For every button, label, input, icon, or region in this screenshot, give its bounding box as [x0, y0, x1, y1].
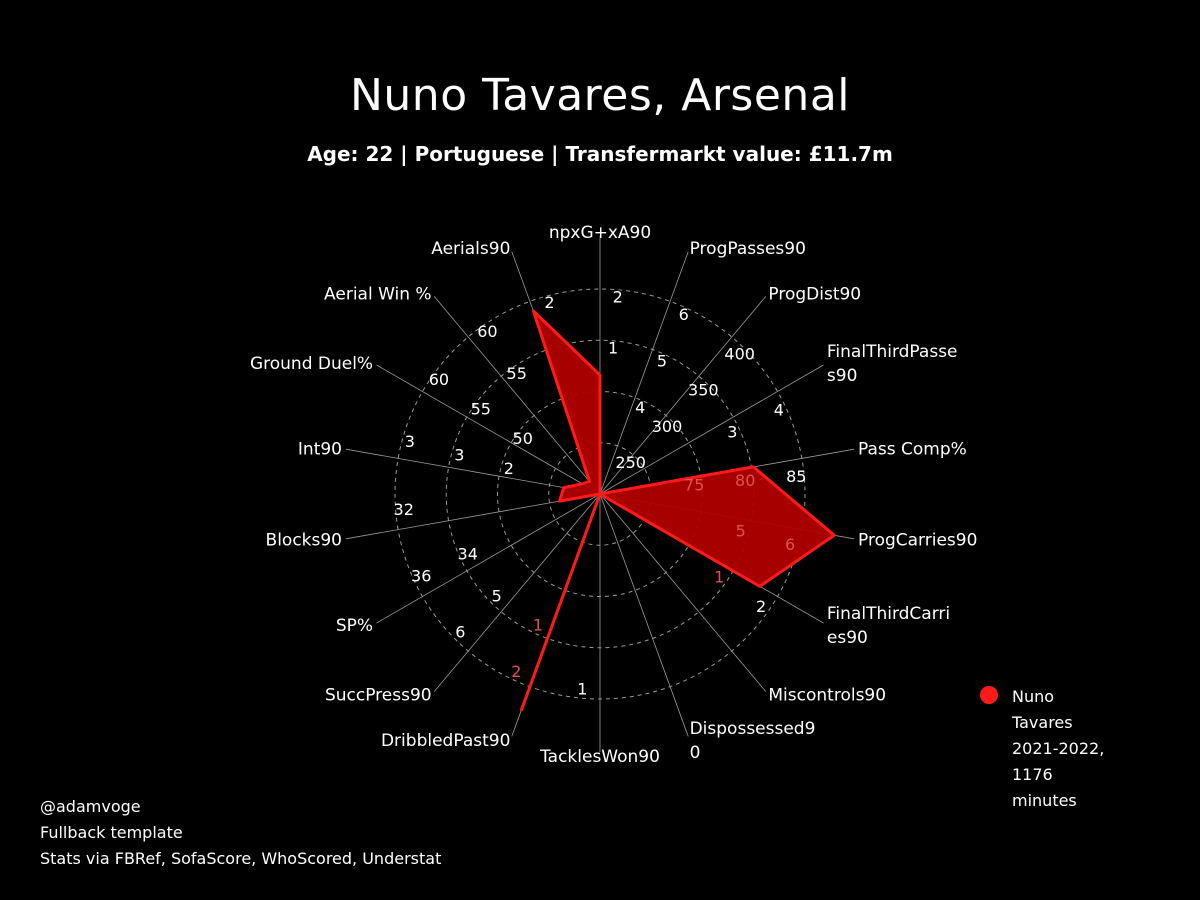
axis-label: ProgDist90	[768, 284, 861, 304]
tick-label: 2	[511, 662, 521, 681]
footer-sources: Stats via FBRef, SofaScore, WhoScored, U…	[40, 849, 442, 868]
tick-label: 1	[533, 615, 543, 634]
footer-template: Fullback template	[40, 823, 183, 842]
tick-label: 4	[774, 401, 784, 420]
footer: @adamvoge Fullback template Stats via FB…	[40, 794, 441, 872]
tick-label: 50	[513, 429, 533, 448]
spoke-3	[599, 296, 767, 495]
axis-label: FinalThirdCarri es90	[827, 604, 950, 648]
spoke-4	[599, 364, 824, 495]
axis-label: npxG+xA90	[549, 223, 651, 243]
spoke-2	[599, 251, 689, 495]
tick-label: 60	[429, 370, 449, 389]
tick-label: 350	[688, 381, 719, 400]
radar-spokes	[345, 236, 855, 752]
axis-label: Aerials90	[431, 239, 510, 259]
axis-label: FinalThirdPasse s90	[827, 342, 958, 386]
radar-series	[520, 309, 836, 712]
spoke-9	[599, 493, 689, 737]
spoke-16	[376, 364, 601, 495]
tick-label: 3	[405, 432, 415, 451]
tick-label: 6	[455, 622, 465, 641]
tick-label: 6	[785, 535, 795, 554]
axis-label: ProgCarries90	[858, 531, 977, 551]
tick-label: 5	[657, 352, 667, 371]
series-polygon	[520, 309, 836, 712]
tick-label: 2	[544, 293, 554, 312]
axis-label: Miscontrols90	[768, 686, 886, 706]
axis-label: ProgPasses90	[690, 239, 806, 259]
tick-label: 36	[411, 566, 431, 585]
tick-label: 2	[756, 597, 766, 616]
axis-label: SuccPress90	[325, 686, 432, 706]
tick-label: 75	[684, 476, 704, 495]
axis-label: DribbledPast90	[381, 731, 510, 751]
tick-label: 5	[736, 522, 746, 541]
axis-label: Int90	[298, 440, 342, 460]
chart-title: Nuno Tavares, Arsenal	[350, 70, 850, 121]
footer-handle: @adamvoge	[40, 797, 141, 816]
chart-subtitle: Age: 22 | Portuguese | Transfermarkt val…	[307, 142, 893, 166]
radar-axis-labels: npxG+xA90 ProgPasses90 ProgDist90 FinalThir…	[250, 223, 977, 767]
tick-label: 55	[507, 364, 527, 383]
tick-label: 400	[724, 345, 755, 364]
legend-label: Nuno Tavares 2021-2022, 1176 minutes	[1012, 687, 1105, 810]
spoke-17	[433, 296, 601, 495]
axis-label: Pass Comp%	[858, 440, 967, 460]
spoke-13	[376, 493, 601, 624]
tick-label: 4	[635, 398, 645, 417]
legend-marker	[980, 686, 998, 704]
tick-label: 32	[394, 500, 414, 519]
tick-label: 5	[492, 586, 502, 605]
axis-label: Dispossessed9 0	[690, 719, 816, 763]
axis-label: SP%	[336, 616, 373, 636]
spoke-8	[599, 493, 767, 692]
spoke-14	[345, 493, 601, 540]
tick-label: 85	[786, 467, 806, 486]
tick-label: 34	[458, 545, 478, 564]
tick-label: 55	[471, 400, 491, 419]
spoke-12	[433, 493, 601, 692]
tick-label: 1	[608, 338, 618, 357]
axis-label: Ground Duel%	[250, 354, 373, 374]
tick-label: 250	[615, 453, 646, 472]
tick-label: 80	[735, 471, 755, 490]
tick-label: 3	[454, 445, 464, 464]
spoke-15	[345, 448, 601, 495]
tick-label: 6	[679, 305, 689, 324]
tick-label: 60	[477, 322, 497, 341]
tick-label: 2	[613, 287, 623, 306]
tick-label: 1	[714, 567, 724, 586]
tick-label: 2	[504, 459, 514, 478]
axis-label: TacklesWon90	[539, 747, 660, 767]
tick-label: 1	[577, 680, 587, 699]
tick-label: 300	[652, 417, 683, 436]
axis-label: Aerial Win %	[324, 284, 432, 304]
tick-label: 3	[727, 422, 737, 441]
axis-label: Blocks90	[266, 531, 342, 551]
